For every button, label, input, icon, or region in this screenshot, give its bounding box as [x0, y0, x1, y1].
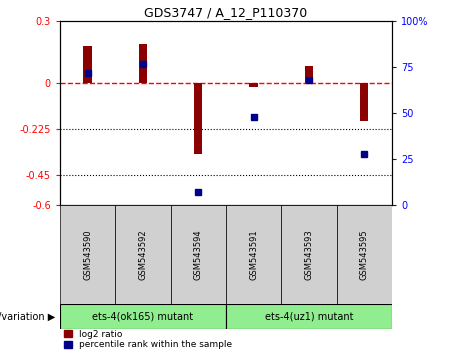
Bar	[337, 205, 392, 304]
Text: GSM543590: GSM543590	[83, 229, 92, 280]
Bar	[60, 205, 115, 304]
Text: GSM543593: GSM543593	[304, 229, 313, 280]
Bar	[171, 205, 226, 304]
Bar	[305, 66, 313, 82]
Bar	[360, 82, 368, 121]
Bar	[194, 82, 202, 154]
Text: GSM543592: GSM543592	[138, 229, 148, 280]
Bar	[226, 205, 281, 304]
Bar	[139, 44, 147, 82]
Bar	[226, 304, 392, 329]
Text: GSM543591: GSM543591	[249, 229, 258, 280]
Legend: log2 ratio, percentile rank within the sample: log2 ratio, percentile rank within the s…	[65, 330, 232, 349]
Title: GDS3747 / A_12_P110370: GDS3747 / A_12_P110370	[144, 6, 307, 19]
Text: GSM543594: GSM543594	[194, 229, 203, 280]
Text: ets-4(uz1) mutant: ets-4(uz1) mutant	[265, 312, 353, 322]
Bar	[281, 205, 337, 304]
Bar	[115, 205, 171, 304]
Text: ets-4(ok165) mutant: ets-4(ok165) mutant	[92, 312, 194, 322]
Text: genotype/variation ▶: genotype/variation ▶	[0, 312, 55, 322]
Bar	[83, 46, 92, 82]
Text: GSM543595: GSM543595	[360, 229, 369, 280]
Bar	[60, 304, 226, 329]
Bar	[249, 82, 258, 87]
